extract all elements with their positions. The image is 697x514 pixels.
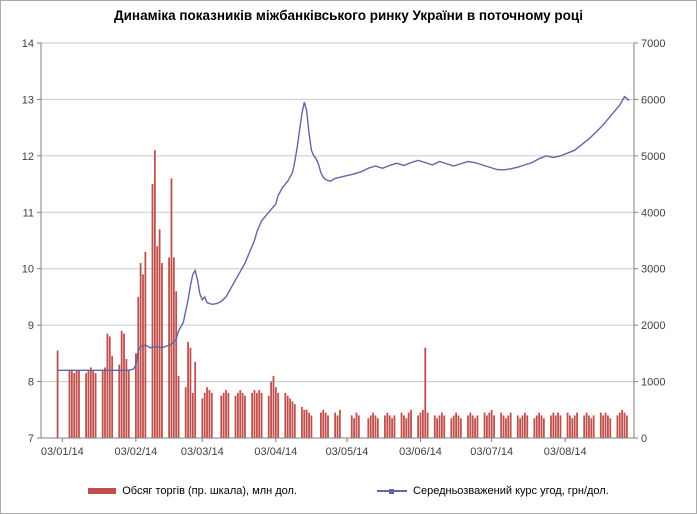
svg-text:03/02/14: 03/02/14 (114, 446, 157, 458)
legend-item-rate: Середньозважений курс угод, грн/дол. (377, 485, 609, 497)
svg-text:6000: 6000 (641, 94, 665, 106)
rate-legend-label: Середньозважений курс угод, грн/дол. (413, 485, 609, 497)
svg-text:4000: 4000 (641, 207, 665, 219)
axes (40, 43, 635, 439)
svg-text:03/03/14: 03/03/14 (181, 446, 224, 458)
gridlines (41, 42, 634, 439)
y-right-tick-labels: 0 1000 2000 3000 4000 5000 6000 7000 (634, 38, 665, 445)
svg-text:2000: 2000 (641, 320, 665, 332)
svg-text:9: 9 (28, 320, 34, 332)
svg-text:03/05/14: 03/05/14 (326, 446, 369, 458)
volume-legend-label: Обсяг торгів (пр. шкала), млн дол. (122, 485, 298, 497)
volume-bars (56, 150, 628, 438)
svg-text:10: 10 (22, 264, 34, 276)
svg-text:03/08/14: 03/08/14 (544, 446, 587, 458)
svg-text:03/07/14: 03/07/14 (470, 446, 513, 458)
svg-text:12: 12 (22, 151, 34, 163)
svg-text:13: 13 (22, 94, 34, 106)
svg-text:5000: 5000 (641, 151, 665, 163)
svg-text:03/06/14: 03/06/14 (399, 446, 442, 458)
svg-text:0: 0 (641, 433, 647, 445)
chart-title: Динаміка показників міжбанківського ринк… (114, 8, 583, 23)
svg-text:03/01/14: 03/01/14 (41, 446, 84, 458)
svg-text:7: 7 (28, 433, 34, 445)
x-tick-labels: 03/01/14 03/02/14 03/03/14 03/04/14 03/05/14… (41, 438, 587, 458)
svg-text:7000: 7000 (641, 38, 665, 50)
svg-text:03/04/14: 03/04/14 (254, 446, 297, 458)
volume-legend-swatch (88, 488, 117, 494)
rate-line (57, 95, 630, 371)
svg-text:3000: 3000 (641, 264, 665, 276)
rate-legend-marker (389, 488, 395, 494)
svg-text:8: 8 (28, 377, 34, 389)
rate-legend-swatch (377, 488, 408, 494)
y-left-tick-labels: 7 8 9 10 11 12 13 14 (22, 38, 41, 445)
svg-text:1000: 1000 (641, 377, 665, 389)
legend: Обсяг торгів (пр. шкала), млн дол. Серед… (1, 485, 696, 497)
svg-text:11: 11 (23, 207, 34, 219)
svg-text:14: 14 (22, 38, 34, 50)
legend-item-volume: Обсяг торгів (пр. шкала), млн дол. (88, 485, 297, 497)
chart-canvas: 7 8 9 10 11 12 13 14 0 1000 2000 3000 4000 5000 6000 70… (22, 38, 666, 458)
